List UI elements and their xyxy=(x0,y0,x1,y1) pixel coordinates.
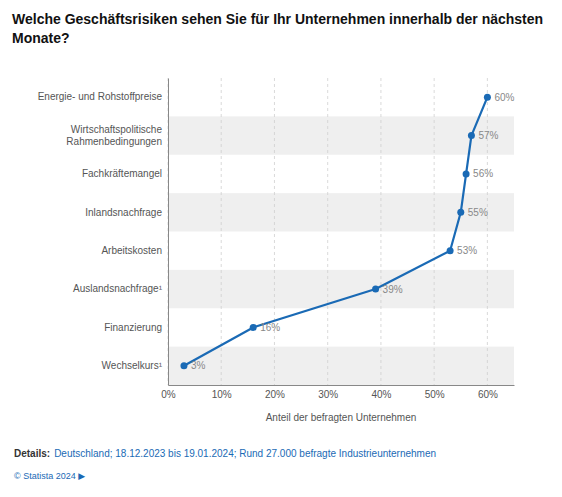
x-tick-label: 30% xyxy=(318,389,338,400)
footer-details-label: Details: xyxy=(14,448,50,459)
x-tick: 50% xyxy=(425,385,445,400)
x-tick-label: 20% xyxy=(265,389,285,400)
y-tick-label-line: Fachkräftemangel xyxy=(82,168,162,179)
stripe xyxy=(168,116,514,154)
axis-line xyxy=(169,385,515,386)
data-label: 60% xyxy=(494,92,514,103)
x-tick-label: 40% xyxy=(371,389,391,400)
data-label: 16% xyxy=(260,322,280,333)
grid-line xyxy=(327,78,328,385)
plot: 60% 57% 56% 55% 53% 39% 16% 3% Energie- und Rohs… xyxy=(38,78,515,423)
y-tick-label-line: Wirtschaftspolitische xyxy=(71,124,163,135)
y-tick: Finanzierung xyxy=(104,322,168,333)
grid-line xyxy=(487,78,488,385)
y-tick-label-line: Finanzierung xyxy=(104,322,162,333)
point xyxy=(468,132,475,139)
data-labels: 60% 57% 56% 55% 53% 39% 16% 3% xyxy=(191,92,515,372)
point xyxy=(372,286,379,293)
point xyxy=(484,94,491,101)
y-tick-label: Energie- und Rohstoffpreise xyxy=(38,91,163,102)
x-tick: 20% xyxy=(265,385,285,400)
y-axis: Energie- und Rohstoffpreise Wirtschaftspo… xyxy=(38,79,169,386)
x-tick: 10% xyxy=(212,385,232,400)
point xyxy=(457,209,464,216)
x-tick: 60% xyxy=(478,385,498,400)
point xyxy=(447,247,454,254)
y-tick: Inlandsnachfrage xyxy=(85,207,168,218)
footer: Details: Deutschland; 18.12.2023 bis 19.0… xyxy=(14,448,436,481)
data-label: 55% xyxy=(468,207,488,218)
x-tick: 30% xyxy=(318,385,338,400)
title-line: Monate? xyxy=(12,30,70,46)
grid-line xyxy=(274,78,275,385)
y-tick-label-line: Energie- und Rohstoffpreise xyxy=(38,91,163,102)
chart: Welche Geschäftsrisiken sehen Sie für Ih… xyxy=(0,0,562,497)
data-label: 39% xyxy=(383,284,403,295)
data-label: 53% xyxy=(457,245,477,256)
point xyxy=(463,170,470,177)
y-tick: Auslandsnachfrage¹ xyxy=(73,283,168,294)
grid-line xyxy=(380,78,381,385)
x-axis-title: Anteil der befragten Unternehmen xyxy=(266,412,417,423)
y-tick: Wechselkurs¹ xyxy=(102,360,168,371)
stripe xyxy=(168,270,514,308)
x-tick-label: 0% xyxy=(161,389,176,400)
axis-line xyxy=(168,79,169,386)
point xyxy=(250,324,257,331)
y-tick-label: Wechselkurs¹ xyxy=(102,360,163,371)
stripe xyxy=(168,347,514,385)
marks xyxy=(180,94,490,370)
x-tick-label: 60% xyxy=(478,389,498,400)
y-tick-label: Arbeitskosten xyxy=(101,245,162,256)
y-tick-label-line: Auslandsnachfrage¹ xyxy=(73,283,163,294)
grid-line xyxy=(434,78,435,385)
y-tick: Fachkräftemangel xyxy=(82,168,168,179)
grid xyxy=(168,78,487,385)
y-tick-label: Inlandsnachfrage xyxy=(85,207,162,218)
y-tick: Energie- und Rohstoffpreise xyxy=(38,91,168,102)
y-tick-label: Fachkräftemangel xyxy=(82,168,162,179)
x-tick-label: 50% xyxy=(425,389,445,400)
line xyxy=(184,97,487,366)
y-tick-label-line: Wechselkurs¹ xyxy=(102,360,163,371)
x-axis: 0% 10% 20% 30% 40% 50% 60% xyxy=(161,385,514,400)
y-tick: WirtschaftspolitischeRahmenbedingungen xyxy=(66,124,168,147)
footer-copyright: © Statista 2024 ▶ xyxy=(14,471,85,481)
data-label: 57% xyxy=(478,130,498,141)
x-tick: 40% xyxy=(371,385,391,400)
y-tick-label: WirtschaftspolitischeRahmenbedingungen xyxy=(66,124,162,147)
x-tick-label: 10% xyxy=(212,389,232,400)
title-line: Welche Geschäftsrisiken sehen Sie für Ih… xyxy=(12,11,543,27)
y-tick-label-line: Arbeitskosten xyxy=(101,245,162,256)
x-tick: 0% xyxy=(161,385,176,400)
grid-line xyxy=(221,78,222,385)
y-tick-label: Auslandsnachfrage¹ xyxy=(73,283,163,294)
data-label: 3% xyxy=(191,360,206,371)
y-tick-label-line: Rahmenbedingungen xyxy=(66,136,162,147)
grid-line xyxy=(168,78,169,385)
y-tick-label: Finanzierung xyxy=(104,322,162,333)
y-tick: Arbeitskosten xyxy=(101,245,168,256)
point xyxy=(180,362,187,369)
title: Welche Geschäftsrisiken sehen Sie für Ih… xyxy=(12,11,543,46)
footer-details: Deutschland; 18.12.2023 bis 19.01.2024; … xyxy=(54,448,436,459)
data-label: 56% xyxy=(473,168,493,179)
y-tick-label-line: Inlandsnachfrage xyxy=(85,207,162,218)
